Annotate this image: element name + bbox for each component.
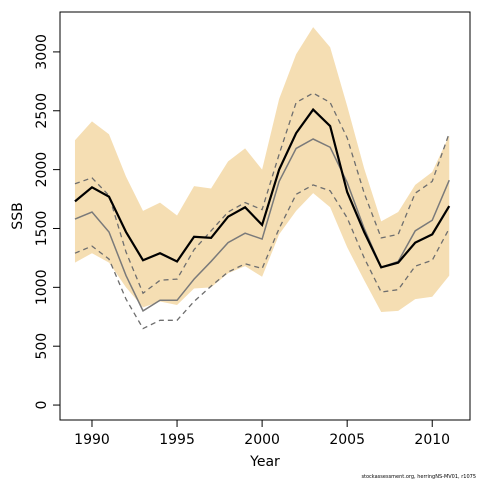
y-axis-label: SSB	[10, 202, 26, 229]
x-axis-label: Year	[249, 454, 280, 470]
x-tick-label: 1990	[74, 432, 110, 448]
series-line	[74, 92, 450, 295]
y-tick-label: 3000	[34, 34, 50, 70]
x-tick-label: 2010	[414, 432, 450, 448]
y-tick-label: 2000	[34, 152, 50, 188]
y-tick-label: 2500	[34, 93, 50, 129]
y-tick-label: 0	[34, 401, 50, 410]
y-tick-label: 1500	[34, 211, 50, 247]
confidence-band	[74, 27, 450, 313]
series-line	[74, 107, 451, 269]
y-tick-label: 1000	[34, 270, 50, 306]
footnote: stockassessment.org, herringNS-MV01, r10…	[361, 474, 476, 480]
x-tick-label: 2005	[329, 432, 365, 448]
x-tick-label: 1995	[159, 432, 195, 448]
x-tick-label: 2000	[244, 432, 280, 448]
series-line	[74, 184, 450, 330]
y-tick-label: 500	[34, 333, 50, 360]
